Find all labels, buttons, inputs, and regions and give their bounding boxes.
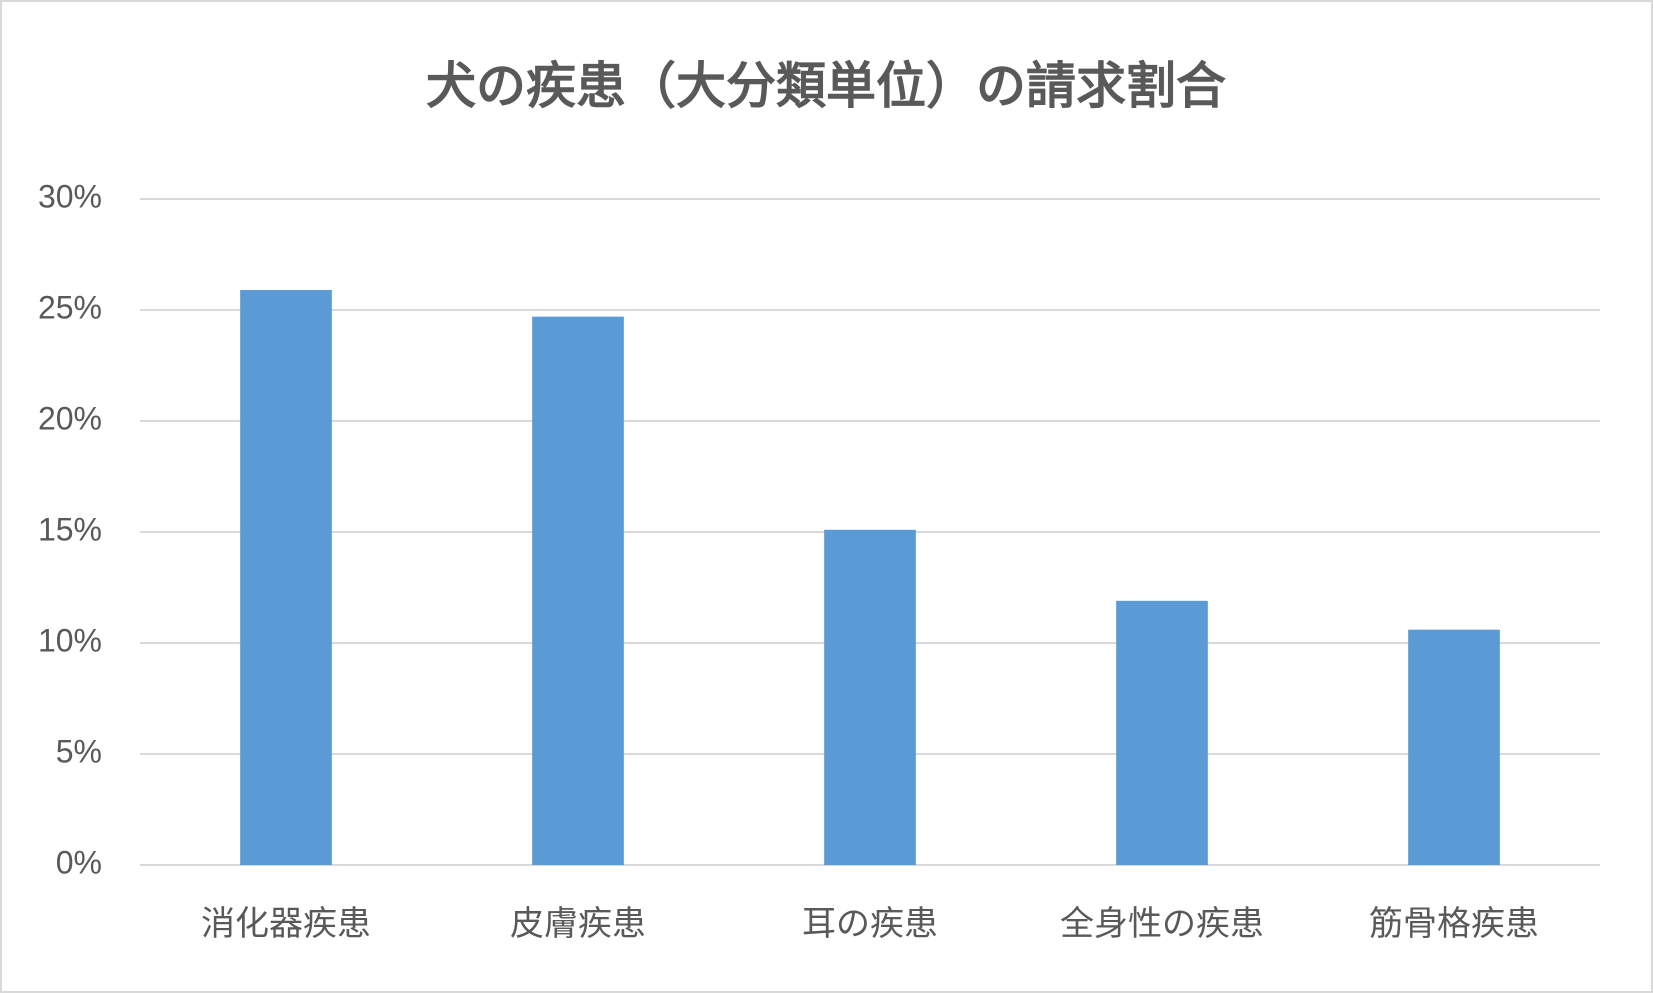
bar (1408, 629, 1500, 865)
bar (240, 290, 332, 865)
y-tick-label: 20% (38, 400, 102, 436)
bar (824, 529, 916, 865)
y-tick-label: 15% (38, 511, 102, 547)
x-tick-label: 筋骨格疾患 (1369, 905, 1539, 943)
y-tick-label: 0% (56, 844, 102, 880)
chart-title: 犬の疾患（大分類単位）の請求割合 (426, 58, 1226, 114)
x-tick-label: 消化器疾患 (201, 905, 371, 943)
x-tick-label: 皮膚疾患 (510, 905, 646, 943)
bar (1116, 600, 1208, 865)
y-tick-label: 30% (38, 178, 102, 214)
y-tick-label: 10% (38, 622, 102, 658)
y-tick-label: 25% (38, 289, 102, 325)
x-tick-label: 耳の疾患 (802, 905, 938, 943)
x-tick-label: 全身性の疾患 (1060, 905, 1264, 943)
bar (532, 316, 624, 865)
y-tick-label: 5% (56, 733, 102, 769)
